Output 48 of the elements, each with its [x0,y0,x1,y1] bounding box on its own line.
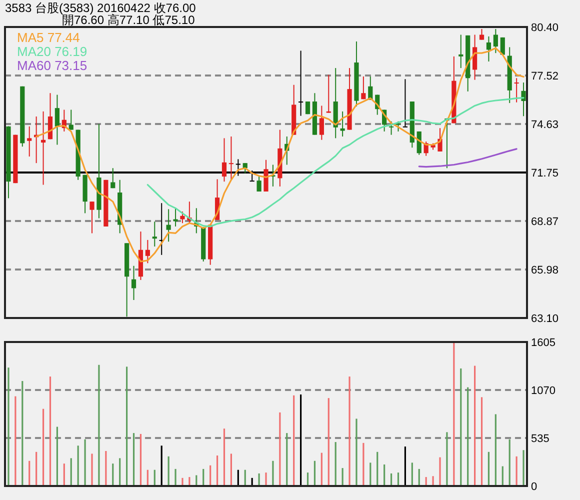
candlestick [479,28,484,40]
text: MA60 73.15 [17,58,88,73]
line-series [418,148,518,168]
candlestick [514,78,519,103]
candlestick [521,82,526,117]
text: MA5 77.44 [17,30,80,45]
candlestick [388,120,394,136]
candlestick [256,176,262,192]
y-tick-label: 1070 [531,385,556,397]
candlestick [340,110,345,138]
candlestick [166,208,171,242]
candlestick [131,265,136,300]
candlestick [68,109,74,130]
candlestick [145,239,150,264]
y-tick-label: 74.63 [531,119,559,132]
y-tick-label: 71.75 [531,168,559,180]
y-tick-label: 63.10 [531,313,559,325]
y-tick-label: 535 [531,433,550,445]
candlestick [305,101,310,115]
y-tick-label: 80.40 [531,22,559,34]
candlestick [486,36,492,62]
candlestick [361,76,366,100]
candlestick [110,168,116,189]
chart-title: 3583 台股(3583) 20160422 收76.00 [5,1,196,15]
candlestick [54,94,60,146]
candlestick [222,138,227,182]
candlestick [90,201,94,234]
candlestick [264,159,268,192]
candlestick [326,74,331,114]
y-tick-label: 77.52 [531,70,559,82]
candlestick [242,162,248,174]
candlestick [319,105,324,140]
text: MA20 76.19 [17,44,88,59]
candlestick [228,136,234,180]
chart-subtitle: 開76.60 高77.10 低75.10 [62,13,196,27]
y-tick-label: 68.87 [531,216,559,228]
candlestick [402,78,408,128]
y-tick-label: 0 [531,481,538,493]
candlestick [40,110,46,186]
candlestick [493,28,498,54]
y-tick-label: 1605 [531,337,556,349]
candlestick [458,34,464,69]
candlestick [298,50,304,116]
candlestick [173,208,178,227]
candlestick [27,126,32,158]
y-tick-label: 65.98 [531,264,559,277]
candlestick [180,211,185,224]
candlestick [152,221,157,248]
